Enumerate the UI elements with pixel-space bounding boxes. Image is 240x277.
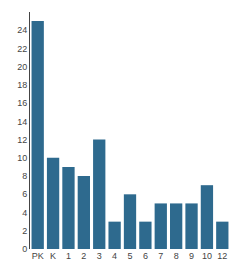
svg-text:10: 10 — [17, 153, 27, 163]
svg-text:6: 6 — [22, 189, 27, 199]
svg-text:8: 8 — [22, 171, 27, 181]
svg-text:10: 10 — [202, 251, 212, 261]
svg-text:1: 1 — [66, 251, 71, 261]
svg-text:9: 9 — [189, 251, 194, 261]
svg-text:6: 6 — [143, 251, 148, 261]
svg-text:2: 2 — [81, 251, 86, 261]
svg-text:14: 14 — [17, 117, 27, 127]
svg-text:5: 5 — [127, 251, 132, 261]
svg-text:3: 3 — [97, 251, 102, 261]
svg-text:0: 0 — [22, 244, 27, 254]
svg-text:22: 22 — [17, 44, 27, 54]
svg-text:12: 12 — [217, 251, 227, 261]
svg-text:18: 18 — [17, 80, 27, 90]
svg-text:16: 16 — [17, 98, 27, 108]
svg-text:7: 7 — [158, 251, 163, 261]
svg-text:2: 2 — [22, 226, 27, 236]
svg-text:4: 4 — [112, 251, 117, 261]
svg-text:12: 12 — [17, 135, 27, 145]
svg-text:K: K — [50, 251, 56, 261]
svg-text:4: 4 — [22, 208, 27, 218]
svg-text:24: 24 — [17, 25, 27, 35]
svg-text:8: 8 — [174, 251, 179, 261]
svg-text:PK: PK — [32, 251, 44, 261]
svg-text:20: 20 — [17, 62, 27, 72]
